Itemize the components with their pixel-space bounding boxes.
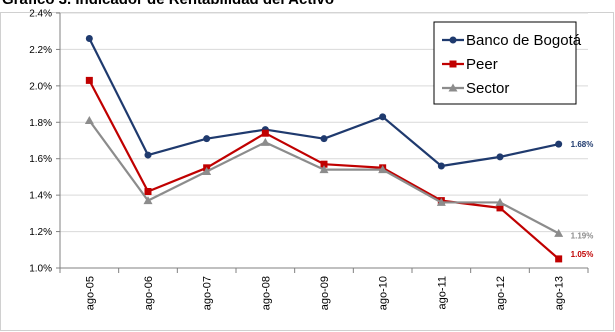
- data-point: [555, 140, 563, 148]
- axes: [56, 12, 589, 273]
- data-point: [436, 197, 446, 206]
- data-point: [319, 165, 329, 174]
- series: [84, 35, 564, 263]
- legend-label: Banco de Bogotá: [466, 32, 582, 49]
- data-point: [203, 135, 211, 143]
- y-tick-label: 1.8%: [29, 118, 52, 129]
- data-point: [555, 255, 563, 263]
- chart-title: Gráfico 3. Indicador de Rentabilidad del…: [2, 0, 613, 11]
- y-tick-label: 1.6%: [29, 154, 52, 165]
- data-point: [320, 135, 328, 143]
- data-point: [379, 113, 387, 121]
- data-point: [496, 204, 504, 212]
- y-tick-labels: 1.0% 1.2% 1.4% 1.6% 1.8% 2.0% 2.2% 2.4%: [29, 9, 52, 275]
- legend-label: Sector: [466, 80, 509, 97]
- data-point: [449, 60, 457, 68]
- x-tick-label: ago-08: [260, 276, 272, 310]
- data-point: [85, 76, 93, 84]
- series-end-label: 1.05%: [571, 250, 594, 259]
- data-point: [449, 36, 457, 44]
- data-point: [437, 162, 445, 170]
- data-point: [84, 115, 94, 124]
- x-tick-label: ago-07: [202, 276, 214, 310]
- y-tick-label: 2.4%: [29, 9, 52, 20]
- x-tick-labels: ago-05 ago-06 ago-07 ago-08 ago-09 ago-10 ago-…: [84, 276, 565, 310]
- data-point: [320, 160, 328, 168]
- y-tick-label: 1.0%: [29, 264, 52, 275]
- data-point: [448, 83, 458, 92]
- data-point: [85, 35, 93, 42]
- x-tick-label: ago-06: [143, 276, 155, 310]
- x-tick-label: ago-09: [319, 276, 331, 310]
- series-end-label: 1.68%: [571, 140, 594, 149]
- y-tick-label: 1.4%: [29, 191, 52, 202]
- data-point: [378, 165, 388, 174]
- data-point: [202, 166, 212, 175]
- series-end-label: 1.19%: [571, 231, 594, 240]
- legend: Banco de Bogotá Peer Sector: [433, 21, 582, 105]
- x-tick-label: ago-13: [554, 276, 566, 310]
- end-labels: 1.68% 1.05% 1.19%: [571, 140, 594, 259]
- data-point: [496, 153, 504, 161]
- x-tick-label: ago-05: [84, 276, 96, 310]
- data-point: [143, 196, 153, 205]
- y-tick-label: 2.2%: [29, 45, 52, 56]
- x-tick-label: ago-11: [436, 276, 448, 309]
- data-point: [261, 129, 269, 137]
- x-tick-label: ago-10: [378, 276, 390, 310]
- data-point: [144, 151, 152, 159]
- data-point: [495, 197, 505, 206]
- y-tick-label: 1.2%: [29, 227, 52, 238]
- data-point: [554, 228, 564, 237]
- data-point: [260, 137, 270, 146]
- data-point: [144, 188, 152, 195]
- x-tick-label: ago-12: [495, 276, 507, 310]
- y-tick-label: 2.0%: [29, 81, 52, 92]
- legend-label: Peer: [466, 56, 498, 73]
